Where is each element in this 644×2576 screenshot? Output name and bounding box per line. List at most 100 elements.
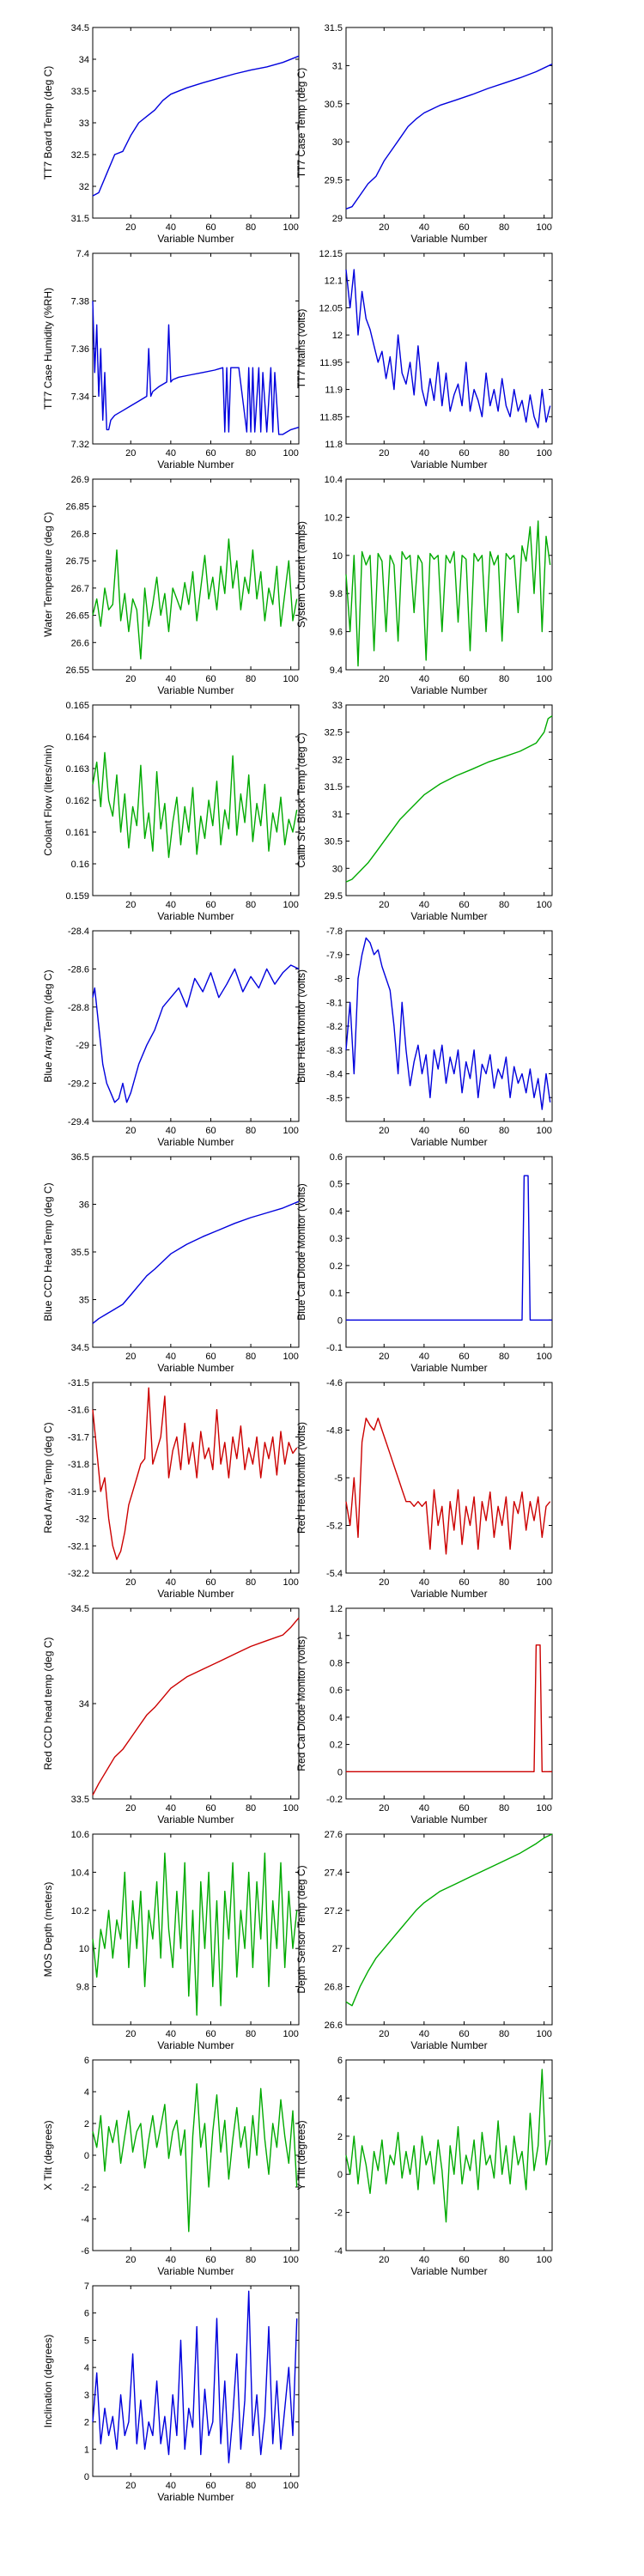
x-tick-label: 80 [499, 1352, 509, 1362]
y-tick-label: -31.5 [68, 1378, 89, 1388]
series-line [92, 538, 298, 659]
y-tick-label: 0.3 [330, 1234, 343, 1244]
x-axis-label: Variable Number [157, 459, 234, 471]
x-tick-label: 60 [205, 222, 216, 233]
plot-frame [345, 930, 553, 1122]
y-tick-label: 31.5 [325, 782, 343, 793]
x-tick-label: 20 [379, 448, 389, 459]
x-tick-label: 80 [499, 2029, 509, 2039]
y-tick-label: -4 [334, 2246, 343, 2257]
x-tick-label: 60 [459, 1126, 469, 1136]
y-tick-label: 27.6 [325, 1830, 343, 1840]
y-tick-label: 7.38 [71, 297, 89, 307]
y-tick-label: 26.6 [325, 2020, 343, 2031]
y-tick-label: -8.2 [326, 1022, 343, 1032]
x-tick-label: 20 [125, 1803, 136, 1814]
x-tick-label: 100 [536, 674, 551, 684]
series-line [345, 63, 553, 210]
y-axis-label: Red CCD head temp (deg C) [42, 1637, 54, 1771]
y-axis-label: Inclination (degrees) [42, 2335, 54, 2428]
x-tick-label: 20 [125, 448, 136, 459]
y-tick-label: 10.4 [325, 475, 343, 485]
y-tick-label: 9.8 [76, 1983, 89, 1993]
y-tick-label: -29.2 [68, 1079, 89, 1090]
x-axis-label: Variable Number [410, 1588, 487, 1600]
x-tick-label: 100 [283, 674, 298, 684]
y-tick-label: 30 [332, 864, 343, 874]
x-tick-label: 100 [283, 448, 298, 459]
x-tick-label: 20 [125, 2255, 136, 2265]
x-axis-label: Variable Number [157, 2039, 234, 2051]
plot-frame [92, 2285, 300, 2477]
y-tick-label: 0 [84, 2472, 89, 2482]
y-tick-label: -4.8 [326, 1426, 343, 1437]
y-tick-label: 26.8 [71, 529, 89, 539]
y-tick-label: 6 [84, 2309, 89, 2319]
y-tick-label: 0.1 [330, 1289, 343, 1299]
y-tick-label: 32.5 [71, 150, 89, 161]
x-tick-label: 20 [379, 222, 389, 233]
y-tick-label: 7.34 [71, 392, 89, 403]
y-tick-label: -29 [76, 1041, 89, 1051]
x-tick-label: 60 [459, 674, 469, 684]
x-axis-label: Variable Number [410, 2265, 487, 2277]
y-tick-label: 34.5 [71, 1343, 89, 1353]
x-tick-label: 80 [499, 900, 509, 910]
x-tick-label: 20 [125, 2029, 136, 2039]
y-tick-label: 26.9 [71, 475, 89, 485]
x-tick-label: 40 [166, 1352, 176, 1362]
x-tick-label: 100 [536, 222, 551, 233]
x-tick-label: 60 [459, 222, 469, 233]
series-line [346, 1175, 552, 1321]
y-tick-label: 32 [79, 182, 89, 192]
series-line [92, 1852, 298, 2016]
x-tick-label: 40 [166, 1577, 176, 1588]
y-tick-label: 35 [79, 1296, 89, 1306]
x-tick-label: 60 [205, 1352, 216, 1362]
chart-panel: 20 40 60 80 100 -29.4 -29.2 -29 -28.8 -28.6 -28.4 V… [42, 927, 300, 1148]
x-tick-label: 80 [499, 448, 509, 459]
chart-panel: 20 40 60 80 100 0 1 2 3 4 5 6 7 Variable Number Inclin… [42, 2281, 300, 2503]
y-tick-label: 2 [337, 2132, 343, 2142]
y-tick-label: 11.85 [319, 412, 343, 422]
y-tick-label: 10.2 [71, 1906, 89, 1917]
x-tick-label: 20 [125, 1352, 136, 1362]
y-tick-label: 33 [332, 701, 343, 711]
y-tick-label: 2 [84, 2418, 89, 2428]
y-tick-label: 0.5 [330, 1180, 343, 1190]
chart-panel: 20 40 60 80 100 31.5 32 32.5 33 33.5 34 34.5 Variabl… [42, 23, 300, 245]
x-axis-label: Variable Number [410, 2039, 487, 2051]
x-tick-label: 40 [419, 1126, 429, 1136]
y-tick-label: 0 [337, 1767, 343, 1777]
x-tick-label: 100 [536, 1126, 551, 1136]
series-line [345, 2069, 551, 2223]
y-tick-label: 26.6 [71, 638, 89, 648]
chart-panel: 20 40 60 80 100 34.5 35 35.5 36 36.5 Variable Numb… [42, 1152, 300, 1374]
x-tick-label: 20 [379, 1803, 389, 1814]
y-tick-label: 4 [84, 2363, 89, 2373]
y-axis-label: Blue Cal Diode Monitor (volts) [295, 1183, 307, 1320]
x-tick-label: 100 [283, 900, 298, 910]
x-tick-label: 60 [205, 2255, 216, 2265]
plot-frame [92, 1607, 300, 1800]
y-axis-label: Blue CCD Head Temp (deg C) [42, 1182, 54, 1321]
y-tick-label: 0 [337, 2170, 343, 2180]
plot-frame [345, 1607, 553, 1800]
y-tick-label: 33 [79, 118, 89, 129]
x-tick-label: 20 [379, 900, 389, 910]
x-axis-label: Variable Number [157, 1588, 234, 1600]
y-tick-label: 0.163 [65, 764, 89, 775]
y-tick-label: 11.9 [325, 386, 343, 396]
y-tick-label: 7.4 [76, 249, 89, 259]
x-tick-label: 20 [379, 1126, 389, 1136]
y-tick-label: 27 [332, 1944, 343, 1954]
y-tick-label: -28.4 [68, 927, 89, 937]
y-tick-label: -4 [81, 2215, 89, 2225]
x-tick-label: 80 [246, 674, 256, 684]
series-line [92, 1387, 298, 1560]
y-tick-label: 7 [84, 2281, 89, 2292]
chart-panel: 20 40 60 80 100 -6 -4 -2 0 2 4 6 Variable Number X Ti… [42, 2056, 300, 2277]
y-tick-label: 36 [79, 1200, 89, 1211]
y-tick-label: 0.8 [330, 1658, 343, 1668]
